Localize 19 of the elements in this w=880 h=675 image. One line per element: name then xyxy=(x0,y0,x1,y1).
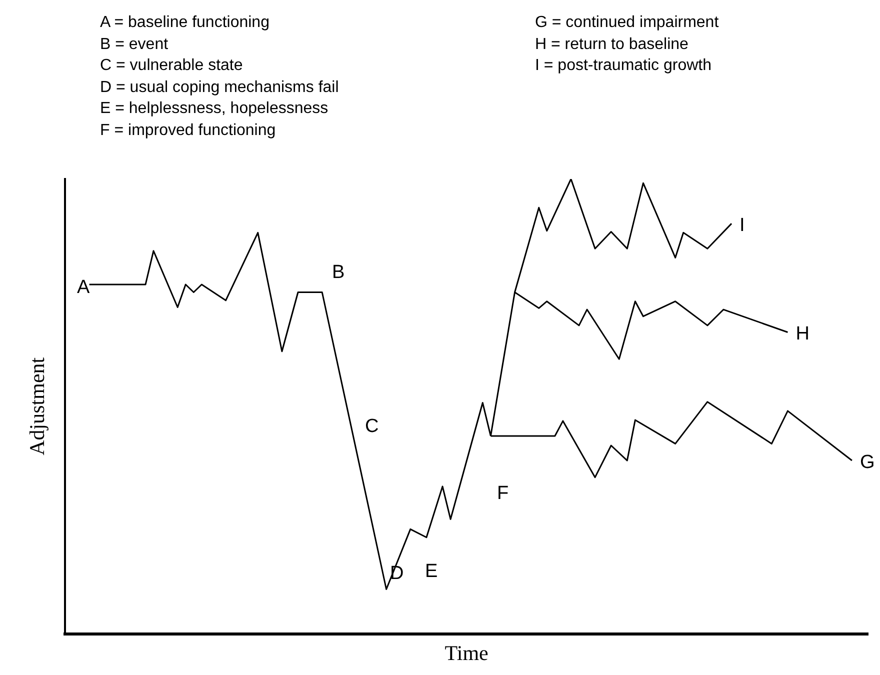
text: H = return to baseline xyxy=(535,34,690,54)
y-axis-title: Adjustment xyxy=(25,357,50,456)
annotation: B xyxy=(332,262,345,284)
text: F = improved functioning xyxy=(100,120,277,140)
x-axis-title: Time xyxy=(444,640,488,665)
text: E = helplessness, hopelessness xyxy=(100,99,330,119)
series-label: I xyxy=(740,214,745,236)
series-label: H xyxy=(796,324,810,344)
annotation: F xyxy=(497,483,509,505)
annotation: E xyxy=(425,561,438,583)
text: D = usual coping mechanisms fail xyxy=(100,78,339,98)
text: B = event xyxy=(100,34,170,54)
series-label: G xyxy=(860,452,875,473)
annotation: A xyxy=(77,277,90,299)
text: A = baseline functioning xyxy=(100,13,270,33)
text: I = post-traumatic growth xyxy=(535,56,713,76)
text: C = vulnerable state xyxy=(100,56,244,76)
annotation: C xyxy=(365,416,379,438)
text: G = continued impairment xyxy=(535,13,719,33)
